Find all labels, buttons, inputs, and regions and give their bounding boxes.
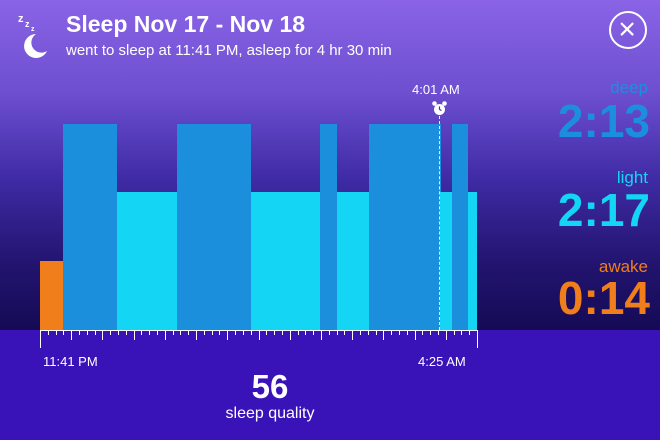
- sleep-quality-label: sleep quality: [225, 405, 315, 422]
- sleep-segment-light: [336, 192, 370, 330]
- axis-tick: [227, 330, 228, 340]
- axis-tick: [118, 330, 119, 335]
- sleep-summary-text: went to sleep at 11:41 PM, asleep for 4 …: [66, 42, 392, 59]
- axis-tick: [282, 330, 283, 335]
- axis-tick: [110, 330, 111, 335]
- axis-tick: [313, 330, 314, 335]
- awake-value: 0:14: [557, 272, 650, 324]
- axis-tick: [376, 330, 377, 335]
- axis-tick: [329, 330, 330, 335]
- svg-text:z: z: [25, 19, 30, 29]
- sleep-segment-awake: [40, 261, 64, 330]
- axis-tick: [95, 330, 96, 335]
- deep-sleep-label: deep: [610, 78, 648, 97]
- axis-tick: [469, 330, 470, 335]
- axis-tick: [196, 330, 197, 340]
- axis-tick: [126, 330, 127, 335]
- axis-tick: [438, 330, 439, 335]
- close-x-icon: [620, 22, 634, 36]
- axis-tick: [141, 330, 142, 335]
- svg-text:z: z: [18, 13, 24, 25]
- axis-tick: [415, 330, 416, 340]
- axis-tick: [204, 330, 205, 335]
- axis-tick: [399, 330, 400, 335]
- axis-tick: [71, 330, 72, 340]
- axis-end-tick: [40, 330, 41, 348]
- axis-tick: [274, 330, 275, 335]
- axis-tick: [352, 330, 353, 340]
- header: z z z Sleep Nov 17 - Nov 18 went to slee…: [0, 0, 660, 70]
- axis-tick: [165, 330, 166, 340]
- axis-tick: [321, 330, 322, 340]
- axis-tick: [422, 330, 423, 335]
- axis-end-tick: [477, 330, 478, 348]
- sleep-segment-deep: [63, 124, 118, 330]
- axis-tick: [461, 330, 462, 335]
- axis-tick: [383, 330, 384, 340]
- axis-tick: [251, 330, 252, 335]
- light-sleep-label: light: [616, 168, 648, 187]
- axis-tick: [305, 330, 306, 335]
- axis-tick: [290, 330, 291, 340]
- time-axis: [40, 330, 477, 331]
- axis-start-time: 11:41 PM: [43, 354, 98, 369]
- time-axis-ticks: [0, 330, 660, 350]
- axis-tick: [446, 330, 447, 340]
- sleep-quality-score: 56: [251, 368, 289, 405]
- axis-tick: [87, 330, 88, 335]
- page-title: Sleep Nov 17 - Nov 18: [66, 11, 306, 37]
- alarm-clock-icon: [431, 100, 448, 117]
- axis-tick: [235, 330, 236, 335]
- alarm-marker-line: [439, 116, 440, 330]
- sleep-segment-light: [440, 192, 453, 330]
- axis-tick: [360, 330, 361, 335]
- sleep-segment-light: [116, 192, 178, 330]
- axis-tick: [63, 330, 64, 335]
- sleep-segment-deep: [452, 124, 469, 330]
- sleep-segment-light: [467, 192, 478, 330]
- sleep-segment-light: [250, 192, 321, 330]
- awake-label: awake: [598, 257, 648, 276]
- axis-tick: [266, 330, 267, 335]
- sleep-segment-deep: [320, 124, 338, 330]
- axis-tick: [337, 330, 338, 335]
- axis-tick: [102, 330, 103, 340]
- moon-zzz-icon: z z z: [14, 10, 54, 60]
- axis-tick: [48, 330, 49, 335]
- svg-text:z: z: [31, 26, 35, 33]
- axis-tick: [219, 330, 220, 335]
- axis-tick: [134, 330, 135, 340]
- axis-tick: [173, 330, 174, 335]
- sleep-segment-deep: [369, 124, 441, 330]
- axis-tick: [149, 330, 150, 335]
- axis-tick: [391, 330, 392, 335]
- axis-tick: [454, 330, 455, 335]
- axis-end-time: 4:25 AM: [418, 354, 466, 369]
- axis-tick: [407, 330, 408, 335]
- light-sleep-value: 2:17: [557, 184, 650, 236]
- axis-tick: [368, 330, 369, 335]
- axis-tick: [157, 330, 158, 335]
- axis-tick: [259, 330, 260, 340]
- axis-tick: [243, 330, 244, 335]
- axis-tick: [298, 330, 299, 335]
- alarm-time-label: 4:01 AM: [412, 82, 460, 97]
- close-button[interactable]: [609, 11, 647, 49]
- axis-tick: [212, 330, 213, 335]
- axis-tick: [79, 330, 80, 335]
- summary-background: [0, 330, 660, 440]
- axis-tick: [430, 330, 431, 335]
- axis-tick: [344, 330, 345, 335]
- deep-sleep-value: 2:13: [557, 95, 650, 147]
- sleep-segment-deep: [176, 124, 252, 330]
- axis-tick: [188, 330, 189, 335]
- axis-tick: [180, 330, 181, 335]
- axis-tick: [56, 330, 57, 335]
